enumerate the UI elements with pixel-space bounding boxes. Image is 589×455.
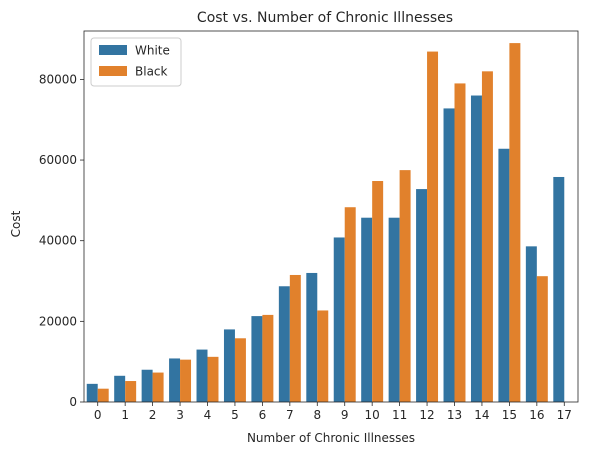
bar-black-15	[509, 43, 521, 402]
legend-label-white: White	[135, 44, 170, 58]
x-tick-label: 17	[557, 408, 572, 422]
bar-black-12	[427, 51, 439, 402]
plot-frame	[83, 30, 579, 403]
bar-white-12	[416, 189, 428, 402]
y-axis-label: Cost	[9, 210, 23, 237]
x-tick-label: 13	[447, 408, 462, 422]
bar-white-4	[196, 349, 208, 402]
x-tick-label: 4	[204, 408, 212, 422]
y-tick-label: 20000	[39, 314, 77, 328]
x-tick-label: 10	[365, 408, 380, 422]
x-tick-label: 11	[392, 408, 407, 422]
bar-black-16	[536, 276, 548, 402]
x-tick-label: 8	[313, 408, 321, 422]
bar-white-0	[86, 383, 98, 402]
legend-swatch-white	[99, 45, 127, 55]
legend: White Black	[90, 37, 182, 87]
x-tick-label: 16	[529, 408, 544, 422]
bar-white-3	[169, 358, 181, 402]
y-tick-label: 40000	[39, 234, 77, 248]
bar-white-14	[470, 95, 482, 403]
bar-black-13	[454, 83, 466, 402]
bar-black-0	[97, 388, 109, 402]
x-tick-label: 0	[94, 408, 102, 422]
y-axis-ticks: 0 20000 40000 60000 80000	[39, 72, 84, 409]
bar-white-6	[251, 316, 263, 402]
bar-white-13	[443, 108, 455, 402]
bar-black-4	[207, 356, 219, 402]
x-tick-label: 5	[231, 408, 239, 422]
bar-white-2	[141, 369, 153, 402]
x-tick-label: 15	[502, 408, 517, 422]
y-tick-label: 80000	[39, 72, 77, 86]
bar-black-5	[234, 338, 246, 402]
bar-white-7	[278, 286, 290, 402]
x-tick-label: 1	[121, 408, 129, 422]
bar-black-11	[399, 170, 411, 402]
bar-white-9	[333, 237, 345, 402]
bar-white-11	[388, 217, 400, 402]
bar-black-8	[317, 310, 329, 402]
bar-white-10	[361, 217, 373, 402]
bar-white-15	[498, 148, 510, 402]
bar-black-3	[180, 359, 192, 402]
x-tick-label: 9	[341, 408, 349, 422]
bar-white-16	[525, 246, 537, 402]
x-tick-label: 12	[419, 408, 434, 422]
bar-black-7	[289, 274, 301, 402]
x-tick-label: 14	[474, 408, 489, 422]
bar-black-9	[344, 207, 356, 402]
x-tick-label: 6	[259, 408, 267, 422]
bar-black-10	[372, 181, 384, 402]
legend-swatch-black	[99, 66, 127, 76]
x-tick-label: 3	[176, 408, 184, 422]
bar-white-1	[114, 375, 126, 402]
bar-white-8	[306, 272, 318, 402]
y-tick-label: 60000	[39, 153, 77, 167]
bars-group	[86, 43, 565, 403]
y-tick-label: 0	[69, 395, 77, 409]
x-axis-ticks: 0 1 2 3 4 5 6 7 8 9 10 11 12 13 14 15 16 17	[94, 402, 572, 422]
bar-white-5	[223, 329, 235, 402]
bar-black-1	[125, 381, 137, 402]
bar-black-6	[262, 314, 274, 402]
legend-label-black: Black	[135, 65, 168, 79]
bar-black-2	[152, 372, 164, 402]
x-tick-label: 7	[286, 408, 294, 422]
chart-title: Cost vs. Number of Chronic Illnesses	[197, 10, 453, 26]
bar-black-14	[481, 71, 493, 403]
x-axis-label: Number of Chronic Illnesses	[247, 431, 415, 445]
bar-white-17	[553, 176, 565, 402]
x-tick-label: 2	[149, 408, 157, 422]
